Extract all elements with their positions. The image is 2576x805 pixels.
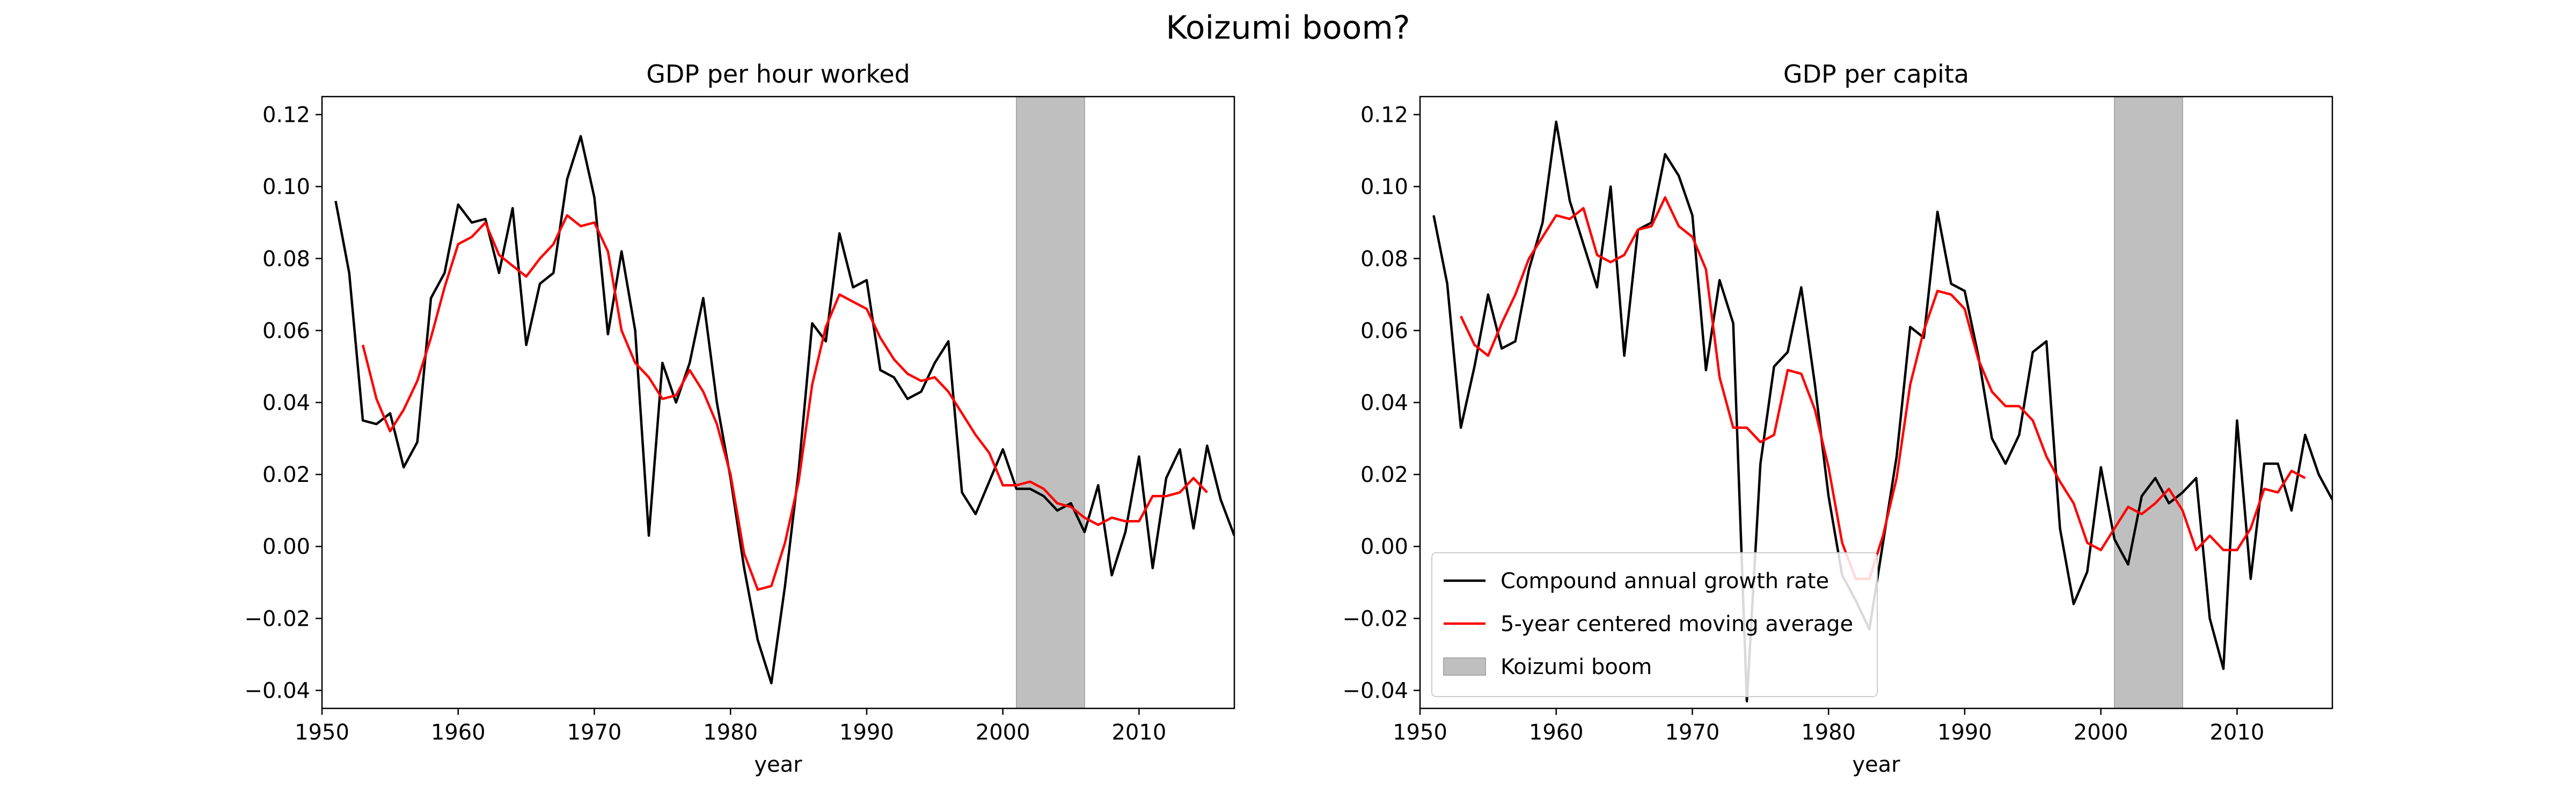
- y-tick-label: 0.12: [1360, 103, 1408, 128]
- y-tick-label: −0.04: [244, 678, 310, 703]
- chart-panel-2: 1950 1960 1970 1980 1990 2000 2010 −0.04 −0.02 0.…: [1342, 60, 2333, 777]
- y-tick-label: 0.10: [262, 175, 310, 200]
- x-tick-label: 1950: [295, 720, 349, 745]
- x-tick-label: 2000: [2074, 720, 2128, 745]
- axes-frame: [321, 96, 1235, 709]
- y-tick-label: 0.00: [262, 535, 310, 559]
- y-tick-label: 0.06: [1360, 319, 1408, 343]
- growth-rate-line: [334, 135, 1234, 685]
- x-tick-label: 1980: [1801, 720, 1856, 745]
- y-tick-label: 0.10: [1360, 175, 1408, 200]
- moving-average-line: [361, 214, 1208, 591]
- y-tick-label: 0.08: [262, 247, 310, 272]
- figure-title: Koizumi boom?: [1166, 9, 1410, 47]
- y-tick-label: 0.02: [262, 463, 310, 487]
- y-tick-label: 0.08: [1360, 247, 1408, 272]
- y-tick-label: 0.02: [1360, 463, 1408, 487]
- y-tick-label: 0.04: [262, 391, 310, 415]
- x-tick-label: 1990: [839, 720, 894, 745]
- chart-panel-1: 1950 1960 1970 1980 1990 2000 2010 −0.04 −0.02 0.…: [244, 60, 1235, 777]
- koizumi-boom-span: [1016, 96, 1085, 709]
- y-tick-label: 0.04: [1360, 391, 1408, 415]
- x-tick-label: 1970: [567, 720, 622, 745]
- legend-label: Compound annual growth rate: [1501, 569, 1829, 594]
- koizumi-boom-span: [2114, 96, 2183, 709]
- x-tick-label: 1990: [1937, 720, 1992, 745]
- legend: Compound annual growth rate 5-year center…: [1431, 552, 1878, 697]
- legend-label: Koizumi boom: [1501, 655, 1652, 679]
- x-tick-label: 1960: [1529, 720, 1584, 745]
- x-tick-label: 1980: [703, 720, 758, 745]
- x-tick-label: 2010: [2209, 720, 2264, 745]
- y-tick-label: 0.00: [1360, 535, 1408, 559]
- x-tick-label: 1970: [1665, 720, 1720, 745]
- x-axis-label: year: [1852, 752, 1900, 777]
- chart-title: GDP per hour worked: [646, 60, 910, 89]
- legend-label: 5-year centered moving average: [1501, 612, 1853, 636]
- y-tick-label: −0.04: [1342, 678, 1408, 703]
- x-tick-label: 1960: [431, 720, 486, 745]
- legend-box: [1431, 552, 1878, 697]
- chart-title: GDP per capita: [1783, 60, 1969, 89]
- y-tick-label: −0.02: [244, 606, 310, 631]
- y-tick-label: −0.02: [1342, 606, 1408, 631]
- x-tick-label: 1950: [1393, 720, 1447, 745]
- x-tick-label: 2000: [976, 720, 1030, 745]
- legend-swatch-patch: [1443, 657, 1486, 676]
- moving-average-line: [1460, 196, 2306, 580]
- y-tick-label: 0.12: [262, 103, 310, 128]
- panels: 1950 1960 1970 1980 1990 2000 2010 −0.04 −0.02 0.…: [244, 60, 2333, 777]
- x-axis-label: year: [754, 752, 802, 777]
- growth-rate-line: [1432, 120, 2332, 702]
- x-tick-label: 2010: [1111, 720, 1166, 745]
- y-tick-label: 0.06: [262, 319, 310, 343]
